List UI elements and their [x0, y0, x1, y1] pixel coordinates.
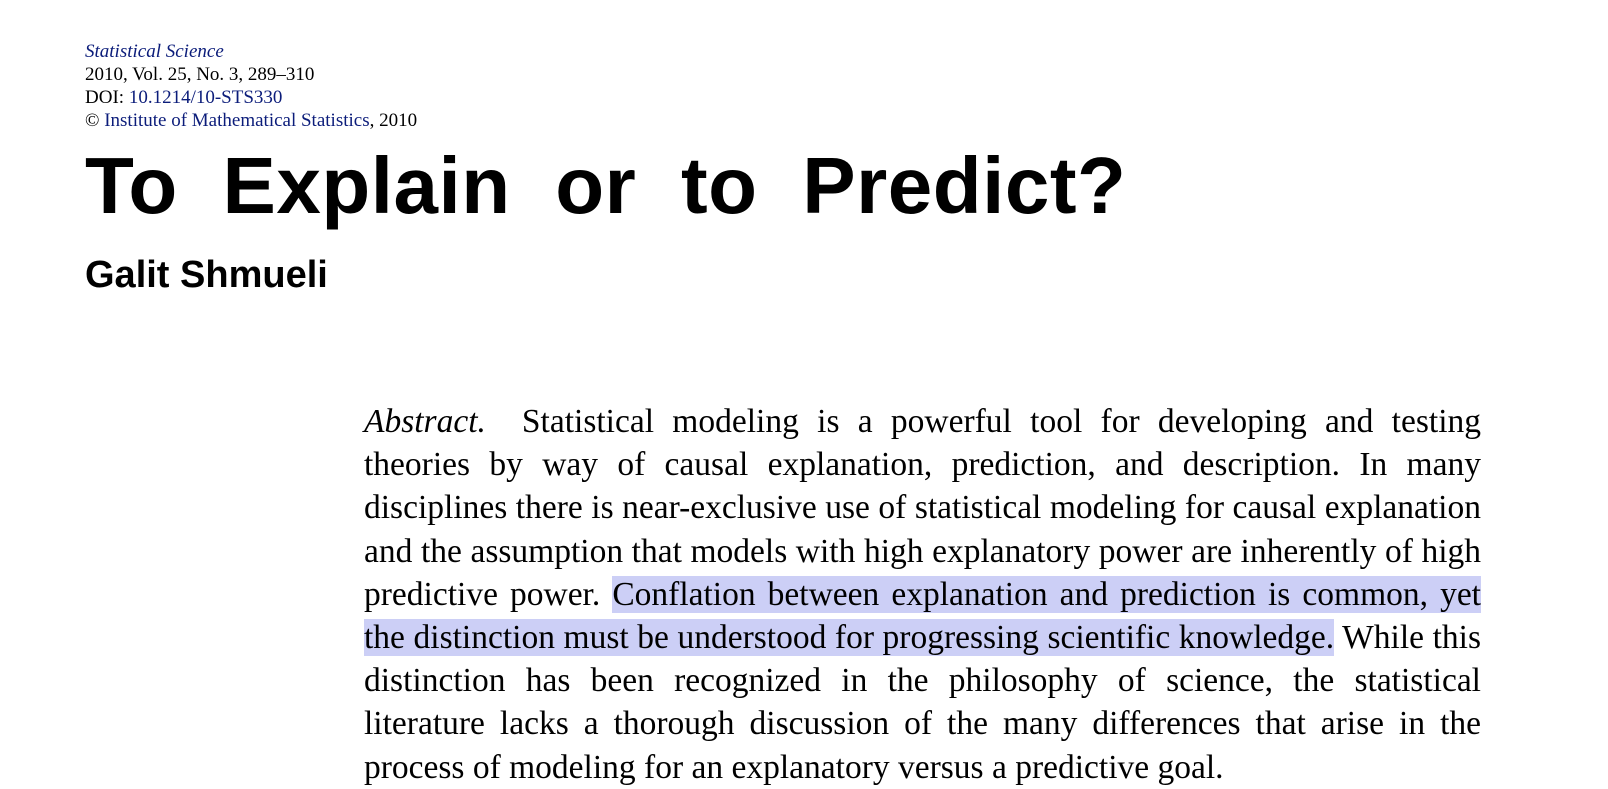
copyright-year: , 2010	[369, 110, 418, 131]
copyright-symbol: ©	[85, 110, 105, 131]
doi-link[interactable]: 10.1214/10-STS330	[128, 87, 283, 108]
volume-info: 2010, Vol. 25, No. 3, 289–310	[85, 64, 315, 85]
doi-label: DOI:	[85, 87, 129, 108]
publisher-link[interactable]: Institute of Mathematical Statistics	[104, 110, 370, 131]
doi-line: DOI: 10.1214/10-STS330	[85, 86, 417, 109]
copyright-line: © Institute of Mathematical Statistics, …	[85, 109, 417, 132]
abstract[interactable]: Abstract. Statistical modeling is a power…	[364, 400, 1481, 789]
journal-name[interactable]: Statistical Science	[85, 41, 224, 62]
author-name: Galit Shmueli	[85, 254, 328, 296]
abstract-label: Abstract.	[364, 403, 486, 440]
paper-title: To Explain or to Predict?	[85, 141, 1127, 230]
abstract-text-before[interactable]: Statistical modeling is a powerful tool …	[364, 403, 1481, 613]
journal-header: Statistical Science 2010, Vol. 25, No. 3…	[85, 40, 417, 132]
